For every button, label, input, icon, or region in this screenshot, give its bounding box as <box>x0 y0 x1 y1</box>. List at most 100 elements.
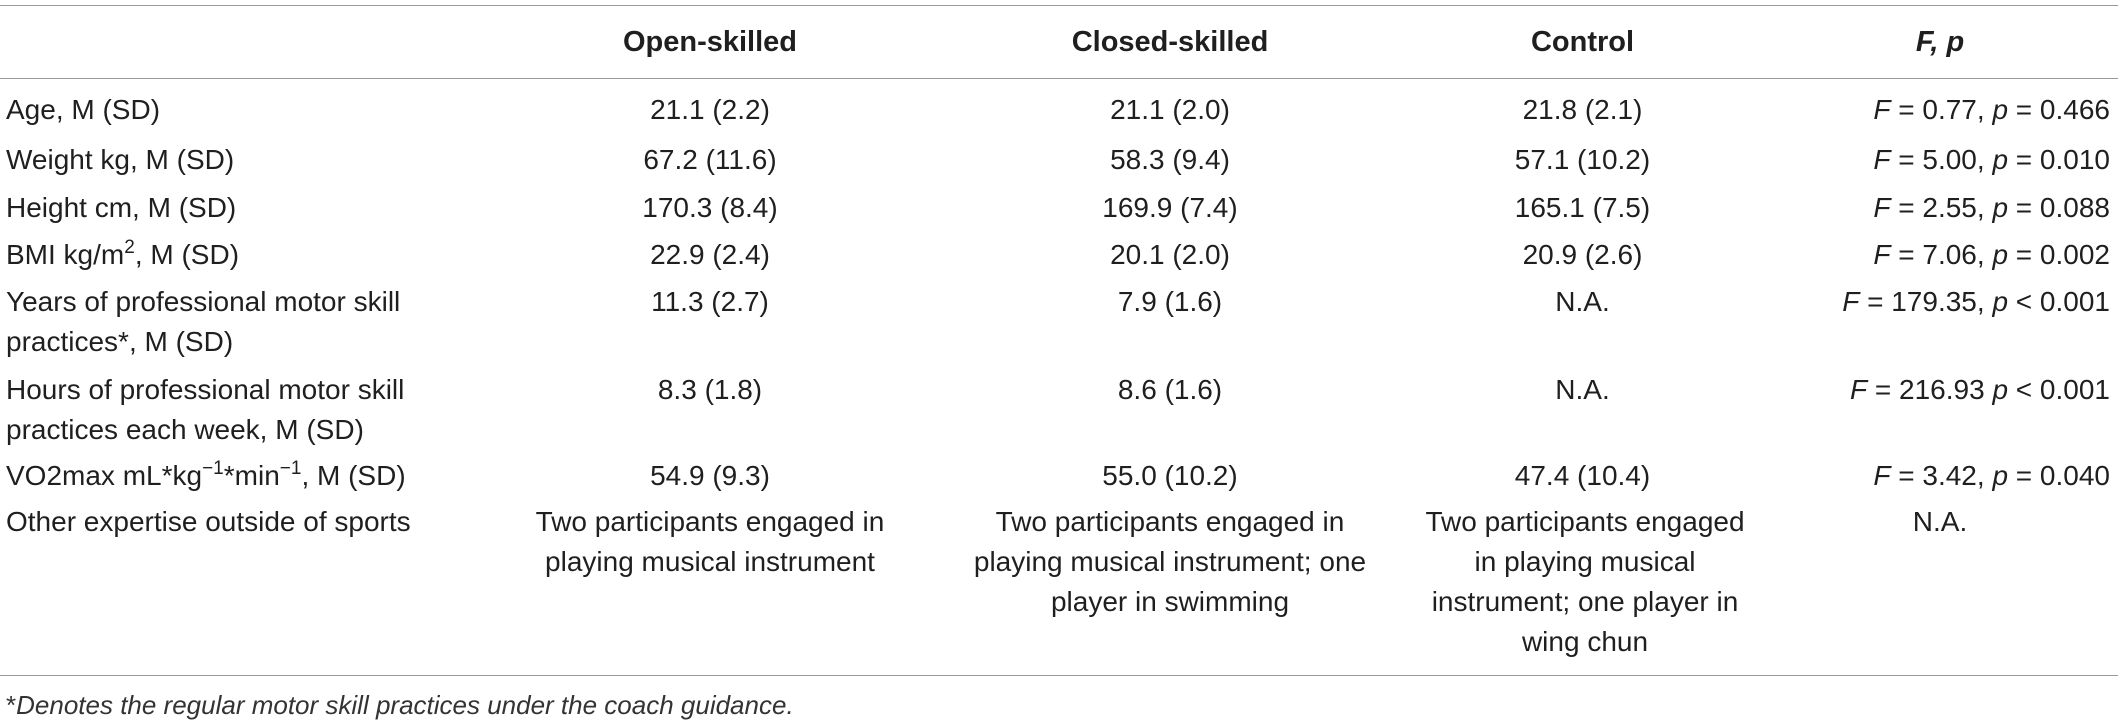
table-footnote: *Denotes the regular motor skill practic… <box>6 688 794 722</box>
control-value: N.A. <box>1555 374 1610 405</box>
row-label-line: practices*, M (SD) <box>6 326 234 357</box>
row-label-line: Hours of professional motor skill <box>6 374 405 405</box>
cell-line: Two participants engaged <box>1425 506 1745 537</box>
f-value: = 0.77, <box>1890 94 1993 125</box>
control-value: Two participants engaged in playing musi… <box>1420 502 1750 662</box>
stat-f: F <box>1873 460 1891 491</box>
open-skilled-value: 54.9 (9.3) <box>650 460 770 491</box>
superscript: 2 <box>124 237 135 258</box>
p-value: = 0.088 <box>2008 192 2110 223</box>
p-value: < 0.001 <box>2008 286 2110 317</box>
stat-p: p <box>1992 460 2009 491</box>
row-label: Other expertise outside of sports <box>6 506 411 537</box>
stat-f: F <box>1873 94 1891 125</box>
stat-p: p <box>1992 144 2009 175</box>
table-header-rule <box>0 78 2118 79</box>
stat-p: p <box>1992 286 2009 317</box>
open-skilled-value: 8.3 (1.8) <box>657 374 763 405</box>
row-label: Weight kg, M (SD) <box>6 144 235 175</box>
cell-line: in playing musical <box>1474 546 1696 577</box>
header-f-p: F, p <box>1915 26 1965 58</box>
control-value: 57.1 (10.2) <box>1514 144 1651 175</box>
f-p-value: F = 179.35, p < 0.001 <box>1790 282 2110 322</box>
table-top-rule <box>0 5 2118 6</box>
f-p-value: F = 2.55, p = 0.088 <box>1790 188 2110 228</box>
f-p-value: F = 0.77, p = 0.466 <box>1790 90 2110 130</box>
closed-skilled-value: 7.9 (1.6) <box>1117 286 1223 317</box>
f-value: = 3.42, <box>1890 460 1993 491</box>
stat-f: F <box>1873 239 1891 270</box>
row-label-text: *min <box>223 460 280 491</box>
open-skilled-value: 11.3 (2.7) <box>651 286 769 317</box>
cell-line: playing musical instrument <box>545 546 875 577</box>
row-label-line: practices each week, M (SD) <box>6 414 364 445</box>
f-value: = 5.00, <box>1890 144 1993 175</box>
open-skilled-value: 22.9 (2.4) <box>650 239 770 270</box>
row-label: Age, M (SD) <box>6 94 161 125</box>
header-open-skilled: Open-skilled <box>622 26 798 58</box>
stat-f: F <box>1842 286 1860 317</box>
p-value: = 0.040 <box>2008 460 2110 491</box>
control-value: 21.8 (2.1) <box>1522 94 1643 125</box>
control-value: N.A. <box>1555 286 1610 317</box>
control-value: 47.4 (10.4) <box>1514 460 1651 491</box>
row-label-suffix: , M (SD) <box>134 239 240 270</box>
cell-line: instrument; one player in <box>1431 586 1739 617</box>
open-skilled-value: 67.2 (11.6) <box>643 144 777 175</box>
p-value: = 0.466 <box>2008 94 2110 125</box>
cell-line: player in swimming <box>1050 586 1290 617</box>
p-value: = 0.010 <box>2008 144 2110 175</box>
table-bottom-rule <box>0 675 2118 676</box>
row-label-text: BMI kg/m <box>6 239 125 270</box>
open-skilled-value: 170.3 (8.4) <box>642 192 778 223</box>
cell-line: Two participants engaged in <box>535 506 885 537</box>
stat-f: F <box>1873 144 1891 175</box>
superscript: −1 <box>279 458 302 479</box>
cell-line: wing chun <box>1521 626 1649 657</box>
row-label: Hours of professional motor skill practic… <box>6 370 486 450</box>
stat-p: p <box>1992 374 2009 405</box>
f-value: = 2.55, <box>1890 192 1993 223</box>
control-value: 165.1 (7.5) <box>1514 192 1651 223</box>
closed-skilled-value: 169.9 (7.4) <box>1102 192 1238 223</box>
row-label-text: VO2max mL*kg <box>6 460 203 491</box>
open-skilled-value: Two participants engaged in playing musi… <box>520 502 900 582</box>
row-label-line: Years of professional motor skill <box>6 286 401 317</box>
row-label: Years of professional motor skill practic… <box>6 282 486 362</box>
row-label: BMI kg/m2, M (SD) <box>6 235 486 275</box>
stat-p: p <box>1992 94 2009 125</box>
f-p-value: F = 7.06, p = 0.002 <box>1790 235 2110 275</box>
cell-line: Two participants engaged in <box>995 506 1345 537</box>
control-value: 20.9 (2.6) <box>1522 239 1643 270</box>
stat-f: F <box>1873 192 1891 223</box>
f-value: = 179.35, <box>1859 286 1993 317</box>
row-label: VO2max mL*kg−1*min−1, M (SD) <box>6 456 486 496</box>
f-value: = 7.06, <box>1890 239 1993 270</box>
open-skilled-value: 21.1 (2.2) <box>650 94 770 125</box>
closed-skilled-value: 55.0 (10.2) <box>1102 460 1238 491</box>
closed-skilled-value: 58.3 (9.4) <box>1110 144 1230 175</box>
f-p-value: F = 5.00, p = 0.010 <box>1790 140 2110 180</box>
p-value: = 0.002 <box>2008 239 2110 270</box>
row-label: Height cm, M (SD) <box>6 192 237 223</box>
superscript: −1 <box>202 458 224 479</box>
stat-f: F <box>1849 374 1868 405</box>
header-control: Control <box>1530 26 1635 58</box>
f-value: = 216.93 <box>1867 374 1993 405</box>
footnote-text: Denotes the regular motor skill practice… <box>16 690 794 720</box>
closed-skilled-value: Two participants engaged in playing musi… <box>960 502 1380 622</box>
p-value: < 0.001 <box>2008 374 2110 405</box>
cell-line: playing musical instrument; one <box>973 546 1367 577</box>
closed-skilled-value: 20.1 (2.0) <box>1110 239 1230 270</box>
f-p-value: N.A. <box>1912 506 1968 537</box>
f-p-value: F = 3.42, p = 0.040 <box>1790 456 2110 496</box>
footnote-mark: * <box>6 690 17 720</box>
row-label-suffix: , M (SD) <box>301 460 406 491</box>
stat-p: p <box>1992 239 2009 270</box>
stat-p: p <box>1992 192 2009 223</box>
closed-skilled-value: 8.6 (1.6) <box>1117 374 1223 405</box>
closed-skilled-value: 21.1 (2.0) <box>1110 94 1230 125</box>
header-closed-skilled: Closed-skilled <box>1071 26 1269 58</box>
f-p-value: F = 216.93 p < 0.001 <box>1790 370 2110 410</box>
